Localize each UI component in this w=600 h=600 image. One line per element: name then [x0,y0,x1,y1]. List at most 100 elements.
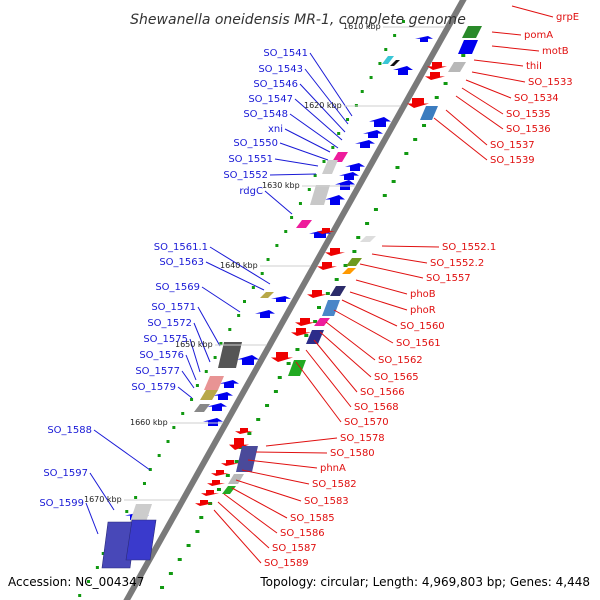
gene-arrow [339,172,359,180]
gene-label-left[interactable]: SO_1561.1 [154,242,208,253]
gene-label-right[interactable]: pomA [524,30,553,41]
gene-label-right[interactable]: SO_1587 [272,543,317,554]
feature-block [314,318,330,326]
gene-label-left[interactable]: SO_1575 [143,334,188,345]
label-connector [177,386,193,399]
gene-label-right[interactable]: SO_1586 [280,528,325,539]
label-connector [359,263,424,279]
gene-label-left[interactable]: SO_1577 [135,366,180,377]
gene-label-right[interactable]: SO_1568 [354,402,399,413]
label-connectors [85,5,554,564]
label-connector [265,437,338,447]
gene-arrow [427,62,447,70]
gc-tick [286,362,291,365]
gene-label-right[interactable]: motB [542,46,569,57]
gene-label-left[interactable]: SO_1576 [139,350,184,361]
gene-label-right[interactable]: SO_1539 [490,155,535,166]
gene-label-right[interactable]: SO_1570 [344,417,389,428]
label-connector [299,83,346,133]
gene-label-right[interactable]: SO_1536 [506,124,551,135]
gc-tick [325,292,330,295]
gene-label-right[interactable]: SO_1566 [360,387,405,398]
gene-label-left[interactable]: SO_1563 [159,257,204,268]
gene-label-left[interactable]: SO_1597 [43,468,88,479]
feature-block [200,390,218,400]
gene-label-right[interactable]: SO_1535 [506,109,551,120]
gc-tick [168,572,173,575]
gene-label-left[interactable]: SO_1541 [263,48,308,59]
gene-label-right[interactable]: SO_1560 [400,321,445,332]
gene-label-left[interactable]: SO_1548 [243,109,288,120]
gc-tick [265,404,270,407]
genome-summary-text: Topology: circular; Length: 4,969,803 bp… [259,575,590,589]
gene-label-left[interactable]: SO_1571 [151,302,196,313]
gene-label-right[interactable]: SO_1537 [490,140,535,151]
gene-label-right[interactable]: SO_1533 [528,77,573,88]
gc-tick [384,48,388,51]
label-connector [295,361,342,423]
gene-label-right[interactable]: SO_1562 [378,355,423,366]
label-connector [333,309,394,344]
gene-label-right[interactable]: grpE [556,12,579,23]
gene-label-right[interactable]: SO_1565 [374,372,419,383]
gene-label-right[interactable]: phnA [320,463,346,474]
label-connector [355,279,408,295]
gene-label-right[interactable]: SO_1589 [264,558,309,569]
map-title: Shewanella oneidensis MR-1, complete gen… [130,12,466,28]
label-connector [209,246,271,285]
gene-arrow [369,117,391,127]
feature-block [346,258,362,266]
label-connector [294,98,343,141]
gene-label-left[interactable]: SO_1550 [233,138,278,149]
label-connector [341,299,398,327]
gene-label-left[interactable]: SO_1546 [253,79,298,90]
gene-arrow [291,328,311,336]
gc-tick [95,566,99,569]
gc-tick [352,250,357,253]
gene-label-left[interactable]: xni [268,124,283,135]
gene-label-right[interactable]: SO_1557 [426,273,471,284]
label-connector [433,117,488,161]
gene-label-right[interactable]: SO_1585 [290,513,335,524]
feature-block [218,342,242,368]
gene-label-right[interactable]: phoB [410,289,436,300]
gene-feature-track [101,26,482,569]
gene-label-right[interactable]: phoR [410,305,436,316]
feature-block [322,300,340,316]
gene-label-right[interactable]: thiI [526,61,542,72]
feature-block [342,268,356,274]
feature-block [332,152,348,162]
gene-label-left[interactable]: SO_1547 [248,94,293,105]
gene-label-left[interactable]: SO_1551 [228,154,273,165]
gene-label-right[interactable]: SO_1552.2 [430,258,484,269]
gc-tick [195,530,200,533]
label-connector [181,370,195,389]
gene-label-left[interactable]: SO_1599 [39,498,84,509]
gene-label-right[interactable]: SO_1583 [304,496,349,507]
gene-label-left[interactable]: SO_1588 [47,425,92,436]
gene-label-left[interactable]: rdgC [239,186,263,197]
gene-label-right[interactable]: SO_1534 [514,93,559,104]
gc-tick [434,96,439,99]
gene-label-left[interactable]: SO_1569 [155,282,200,293]
gene-label-right[interactable]: SO_1552.1 [442,242,496,253]
gene-label-left[interactable]: SO_1543 [258,64,303,75]
gc-tick [199,516,204,519]
label-connector [491,45,540,52]
label-connector [491,31,522,36]
scale-label: 1610 kbp [343,22,381,31]
gene-label-left[interactable]: SO_1579 [131,382,176,393]
gene-arrow [195,500,213,506]
gene-label-left[interactable]: SO_1572 [147,318,192,329]
gc-tick [360,90,364,93]
label-connector [223,493,278,534]
gene-label-right[interactable]: SO_1578 [340,433,385,444]
gene-label-right[interactable]: SO_1580 [330,448,375,459]
gc-tick [413,138,418,141]
gene-label-left[interactable]: SO_1552 [223,170,268,181]
gene-label-right[interactable]: SO_1582 [312,479,357,490]
gc-tick [78,594,82,597]
label-connector [371,253,428,264]
gene-label-right[interactable]: SO_1561 [396,338,441,349]
gene-arrow [271,352,293,362]
